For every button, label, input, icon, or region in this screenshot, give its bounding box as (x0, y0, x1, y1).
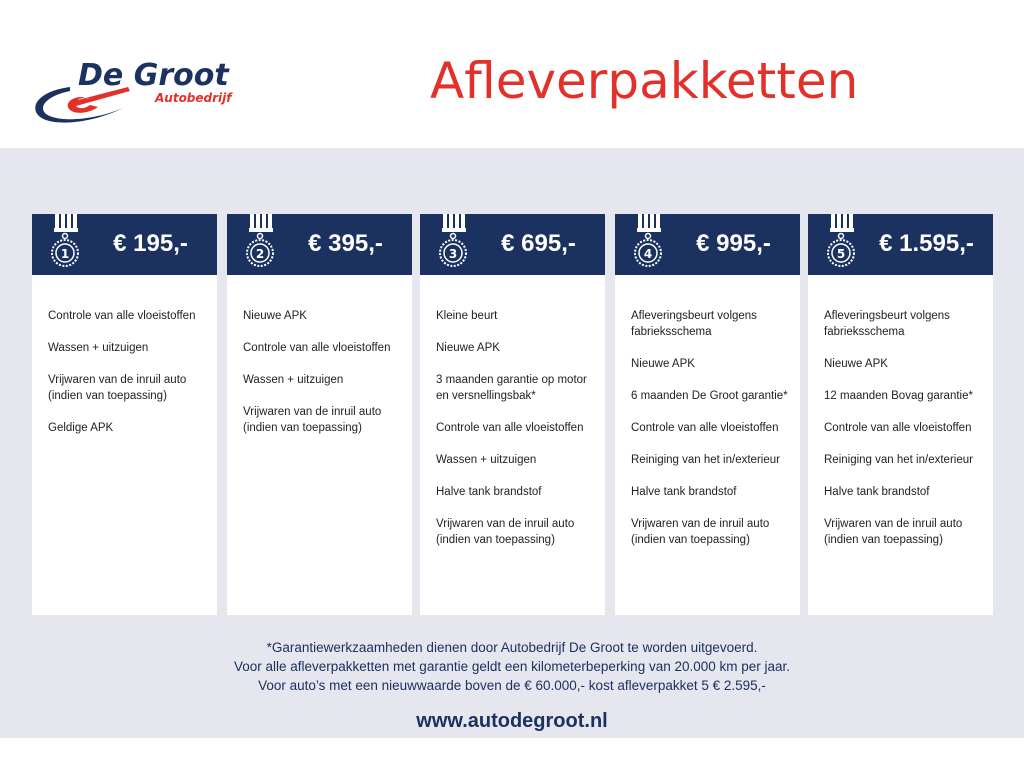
package-items: Kleine beurt Nieuwe APK 3 maanden garantie… (420, 275, 605, 548)
package-item: Kleine beurt (436, 310, 498, 322)
package-price: € 195,- (113, 230, 188, 257)
package-item: Reiniging van het in/exterieur (631, 454, 780, 466)
package-item: 12 maanden Bovag garantie* (824, 390, 973, 402)
package-item: Controle van alle vloeistoffen (436, 422, 584, 434)
package-price: € 1.595,- (879, 230, 974, 257)
package-item: Vrijwaren van de inruil auto (indien van… (436, 518, 575, 546)
medal-number: 4 (644, 247, 652, 261)
package-item: Nieuwe APK (243, 310, 307, 322)
package-card: 3 € 695,- Kleine beurt Nieuwe APK 3 maanden… (420, 214, 605, 615)
package-item: Afleveringsbeurt volgens fabrieksschema (631, 310, 757, 338)
package-item: 6 maanden De Groot garantie* (631, 390, 788, 402)
package-item: Controle van alle vloeistoffen (243, 342, 391, 354)
package-item: Controle van alle vloeistoffen (631, 422, 779, 434)
package-items: Controle van alle vloeistoffen Wassen + u… (32, 275, 217, 436)
package-item: Vrijwaren van de inruil auto (indien van… (631, 518, 770, 546)
medal-icon: 5 (827, 214, 855, 267)
package-items: Afleveringsbeurt volgens fabrieksschema N… (615, 275, 800, 548)
package-header: 3 € 695,- (420, 214, 605, 275)
package-card: 2 € 395,- Nieuwe APK Controle van alle vlo… (227, 214, 412, 615)
package-price: € 395,- (308, 230, 383, 257)
package-header: 2 € 395,- (227, 214, 412, 275)
package-items: Afleveringsbeurt volgens fabrieksschema N… (808, 275, 993, 548)
package-item: Geldige APK (48, 422, 114, 434)
website-link[interactable]: www.autodegroot.nl (416, 710, 608, 732)
medal-number: 3 (449, 247, 457, 261)
svg-text:De Groot: De Groot (78, 58, 230, 93)
package-card: 5 € 1.595,- Afleveringsbeurt volgens fabr… (808, 214, 993, 615)
package-item: Controle van alle vloeistoffen (48, 310, 196, 322)
page-title: Afleverpakketten (430, 52, 859, 110)
medal-icon: 2 (246, 214, 274, 267)
package-card: 1 € 195,- Controle van alle vloeistoffen W… (32, 214, 217, 615)
package-header: 4 € 995,- (615, 214, 800, 275)
package-item: Wassen + uitzuigen (436, 454, 537, 466)
footnote-line: Voor auto’s met een nieuwwaarde boven de… (258, 678, 766, 693)
package-item: 3 maanden garantie op motor en versnelli… (436, 374, 587, 402)
package-items: Nieuwe APK Controle van alle vloeistoffen… (227, 275, 412, 436)
medal-icon: 4 (634, 214, 662, 267)
svg-text:Autobedrijf: Autobedrijf (154, 91, 233, 105)
package-price: € 995,- (696, 230, 771, 257)
package-item: Nieuwe APK (436, 342, 500, 354)
package-item: Halve tank brandstof (436, 486, 542, 498)
package-item: Halve tank brandstof (824, 486, 930, 498)
package-card: 4 € 995,- Afleveringsbeurt volgens fabrie… (615, 214, 800, 615)
package-item: Nieuwe APK (631, 358, 695, 370)
package-item: Controle van alle vloeistoffen (824, 422, 972, 434)
medal-number: 2 (256, 247, 264, 261)
medal-icon: 1 (51, 214, 79, 267)
package-price: € 695,- (501, 230, 576, 257)
medal-number: 5 (837, 247, 845, 261)
package-item: Wassen + uitzuigen (48, 342, 149, 354)
package-item: Afleveringsbeurt volgens fabrieksschema (824, 310, 950, 338)
header: De Groot Autobedrijf Afleverpakketten (0, 0, 1024, 148)
package-item: Vrijwaren van de inruil auto (indien van… (243, 406, 382, 434)
package-item: Vrijwaren van de inruil auto (indien van… (824, 518, 963, 546)
medal-icon: 3 (439, 214, 467, 267)
de-groot-logo: De Groot Autobedrijf (35, 58, 233, 123)
package-header: 1 € 195,- (32, 214, 217, 275)
medal-number: 1 (61, 247, 69, 261)
package-item: Nieuwe APK (824, 358, 888, 370)
package-item: Wassen + uitzuigen (243, 374, 344, 386)
footnote: *Garantiewerkzaamheden dienen door Autob… (0, 638, 1024, 695)
package-item: Reiniging van het in/exterieur (824, 454, 973, 466)
package-item: Halve tank brandstof (631, 486, 737, 498)
footnote-line: *Garantiewerkzaamheden dienen door Autob… (266, 640, 758, 655)
package-item: Vrijwaren van de inruil auto (indien van… (48, 374, 187, 402)
package-header: 5 € 1.595,- (808, 214, 993, 275)
footnote-line: Voor alle afleverpakketten met garantie … (233, 659, 791, 674)
